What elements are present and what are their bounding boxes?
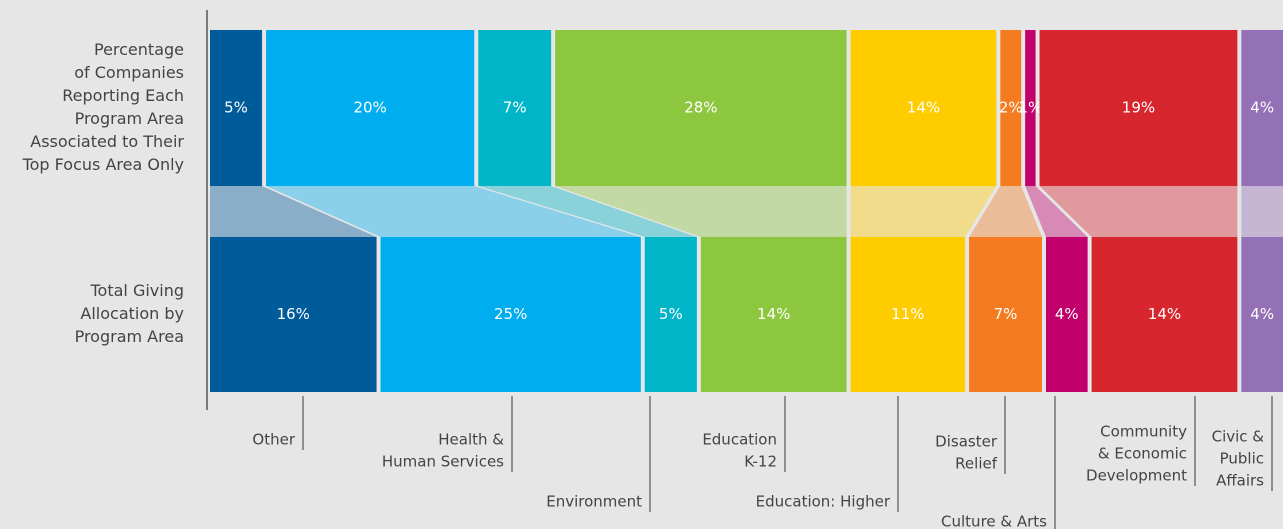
row-label: Reporting Each bbox=[62, 86, 184, 105]
row-label: Program Area bbox=[75, 327, 184, 346]
category-label: Environment bbox=[546, 493, 642, 511]
connector bbox=[969, 186, 1042, 237]
category-label: Affairs bbox=[1216, 472, 1264, 490]
bar-segment bbox=[210, 30, 263, 186]
value-label: 7% bbox=[994, 305, 1018, 323]
value-label: 14% bbox=[907, 99, 940, 117]
value-label: 20% bbox=[353, 99, 386, 117]
bar-segment bbox=[1241, 30, 1283, 186]
category-label: Public bbox=[1220, 450, 1264, 468]
connector bbox=[1241, 186, 1283, 237]
value-label: 7% bbox=[503, 99, 527, 117]
value-label: 4% bbox=[1250, 99, 1274, 117]
category-label: Culture & Arts bbox=[941, 513, 1047, 529]
value-label: 28% bbox=[684, 99, 717, 117]
category-label: Relief bbox=[955, 455, 998, 473]
connector bbox=[1025, 186, 1088, 237]
category-label: Disaster bbox=[935, 433, 998, 451]
bar-segment bbox=[1000, 30, 1022, 186]
value-label: 19% bbox=[1122, 99, 1155, 117]
category-label: Other bbox=[252, 431, 295, 449]
category-label: K-12 bbox=[744, 453, 777, 471]
connector bbox=[850, 186, 997, 237]
row-label: Allocation by bbox=[80, 304, 184, 323]
connector bbox=[1039, 186, 1238, 237]
bar-segment bbox=[1039, 30, 1238, 186]
bar-segment bbox=[850, 237, 966, 392]
connector bbox=[266, 186, 641, 237]
value-label: 16% bbox=[277, 305, 310, 323]
connector bbox=[478, 186, 697, 237]
row-label: Program Area bbox=[75, 109, 184, 128]
value-label: 4% bbox=[1250, 305, 1274, 323]
bar-segment bbox=[850, 30, 997, 186]
connector bbox=[555, 186, 847, 237]
bar-segment bbox=[380, 237, 641, 392]
category-label: Health & bbox=[438, 431, 504, 449]
value-label: 25% bbox=[494, 305, 527, 323]
value-label: 5% bbox=[224, 99, 248, 117]
bar-segment bbox=[1241, 237, 1283, 392]
bar-segment bbox=[969, 237, 1042, 392]
row-label: Associated to Their bbox=[30, 132, 184, 151]
category-label: Human Services bbox=[382, 453, 504, 471]
value-label: 5% bbox=[659, 305, 683, 323]
category-label: Education bbox=[702, 431, 777, 449]
bar-segment bbox=[1045, 237, 1088, 392]
bar-segment bbox=[266, 30, 475, 186]
category-label: & Economic bbox=[1098, 445, 1187, 463]
category-label: Education: Higher bbox=[756, 493, 891, 511]
category-label: Civic & bbox=[1212, 428, 1265, 446]
bar-segment bbox=[644, 237, 697, 392]
bar-segment bbox=[478, 30, 552, 186]
row-label: Total Giving bbox=[89, 281, 184, 300]
value-label: 14% bbox=[1148, 305, 1181, 323]
category-label: Development bbox=[1086, 467, 1187, 485]
row-label: of Companies bbox=[74, 63, 184, 82]
bar-segment bbox=[1025, 30, 1036, 186]
row-label: Percentage bbox=[94, 40, 184, 59]
bar-segment bbox=[700, 237, 847, 392]
value-label: 11% bbox=[891, 305, 924, 323]
row-label: Top Focus Area Only bbox=[22, 155, 184, 174]
value-label: 4% bbox=[1055, 305, 1079, 323]
bar-segment bbox=[210, 237, 377, 392]
bar-segment bbox=[555, 30, 847, 186]
bar-segment bbox=[1091, 237, 1238, 392]
value-label: 1% bbox=[1018, 99, 1042, 117]
value-label: 14% bbox=[757, 305, 790, 323]
value-label: 2% bbox=[999, 99, 1023, 117]
connector bbox=[210, 186, 377, 237]
category-label: Community bbox=[1100, 423, 1187, 441]
